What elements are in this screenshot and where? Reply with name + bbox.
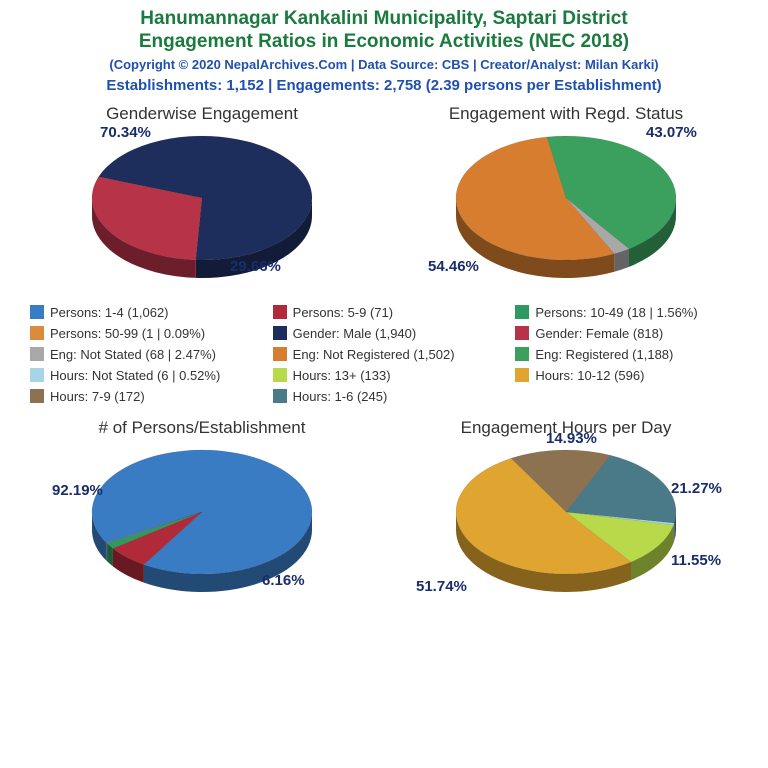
legend-item: Hours: Not Stated (6 | 0.52%) xyxy=(30,368,253,383)
legend-item: Persons: 50-99 (1 | 0.09%) xyxy=(30,326,253,341)
chart-hours-pie: 14.93%21.27%11.55%51.74% xyxy=(446,442,686,607)
pie-svg xyxy=(446,442,686,602)
pie-label: 92.19% xyxy=(52,482,103,499)
pie-label: 51.74% xyxy=(416,578,467,595)
pie-label: 29.66% xyxy=(230,258,281,275)
legend-item: Persons: 5-9 (71) xyxy=(273,305,496,320)
legend-swatch xyxy=(515,368,529,382)
chart-persons: # of Persons/Establishment 92.19%6.16% xyxy=(20,418,384,607)
pie-svg xyxy=(446,128,686,288)
pie-label: 70.34% xyxy=(100,124,151,141)
chart-gender-title: Genderwise Engagement xyxy=(20,104,384,124)
legend-swatch xyxy=(30,305,44,319)
legend-swatch xyxy=(515,326,529,340)
legend-item: Gender: Male (1,940) xyxy=(273,326,496,341)
legend-text: Gender: Female (818) xyxy=(535,326,663,341)
legend-swatch xyxy=(273,347,287,361)
pie-label: 11.55% xyxy=(671,552,721,569)
legend-swatch xyxy=(30,347,44,361)
legend-text: Eng: Registered (1,188) xyxy=(535,347,673,362)
stats-line: Establishments: 1,152 | Engagements: 2,7… xyxy=(10,77,758,94)
subtitle: (Copyright © 2020 NepalArchives.Com | Da… xyxy=(10,57,758,72)
legend-text: Persons: 10-49 (18 | 1.56%) xyxy=(535,305,697,320)
chart-hours: Engagement Hours per Day 14.93%21.27%11.… xyxy=(384,418,748,607)
legend-text: Eng: Not Registered (1,502) xyxy=(293,347,455,362)
legend-text: Hours: 10-12 (596) xyxy=(535,368,644,383)
legend-swatch xyxy=(273,389,287,403)
pie-label: 21.27% xyxy=(671,480,722,497)
legend-item: Hours: 13+ (133) xyxy=(273,368,496,383)
legend-text: Persons: 1-4 (1,062) xyxy=(50,305,169,320)
legend: Persons: 1-4 (1,062) Persons: 5-9 (71) Per… xyxy=(0,293,768,412)
title-line-1: Hanumannagar Kankalini Municipality, Sap… xyxy=(10,8,758,31)
legend-item: Hours: 1-6 (245) xyxy=(273,389,496,404)
charts-row-bottom: # of Persons/Establishment 92.19%6.16% E… xyxy=(0,412,768,607)
chart-gender: Genderwise Engagement 70.34%29.66% xyxy=(20,104,384,293)
chart-regd-pie: 43.07%54.46% xyxy=(446,128,686,293)
legend-text: Hours: Not Stated (6 | 0.52%) xyxy=(50,368,220,383)
legend-text: Persons: 5-9 (71) xyxy=(293,305,393,320)
legend-item: Eng: Not Stated (68 | 2.47%) xyxy=(30,347,253,362)
legend-swatch xyxy=(515,305,529,319)
legend-swatch xyxy=(273,368,287,382)
pie-label: 54.46% xyxy=(428,258,479,275)
legend-item: Hours: 10-12 (596) xyxy=(515,368,738,383)
title-line-2: Engagement Ratios in Economic Activities… xyxy=(10,31,758,54)
chart-gender-pie: 70.34%29.66% xyxy=(82,128,322,293)
pie-label: 6.16% xyxy=(262,572,305,589)
legend-item: Persons: 10-49 (18 | 1.56%) xyxy=(515,305,738,320)
legend-swatch xyxy=(273,305,287,319)
legend-item: Gender: Female (818) xyxy=(515,326,738,341)
legend-text: Hours: 1-6 (245) xyxy=(293,389,388,404)
legend-text: Hours: 13+ (133) xyxy=(293,368,391,383)
legend-swatch xyxy=(30,389,44,403)
pie-label: 43.07% xyxy=(646,124,697,141)
legend-swatch xyxy=(30,326,44,340)
pie-label: 14.93% xyxy=(546,430,597,447)
chart-persons-pie: 92.19%6.16% xyxy=(82,442,322,607)
legend-text: Persons: 50-99 (1 | 0.09%) xyxy=(50,326,205,341)
legend-swatch xyxy=(515,347,529,361)
pie-svg xyxy=(82,128,322,288)
legend-text: Gender: Male (1,940) xyxy=(293,326,417,341)
header: Hanumannagar Kankalini Municipality, Sap… xyxy=(0,0,768,98)
legend-item: Hours: 7-9 (172) xyxy=(30,389,253,404)
legend-text: Hours: 7-9 (172) xyxy=(50,389,145,404)
legend-item: Eng: Not Registered (1,502) xyxy=(273,347,496,362)
legend-item: Persons: 1-4 (1,062) xyxy=(30,305,253,320)
chart-regd-title: Engagement with Regd. Status xyxy=(384,104,748,124)
chart-persons-title: # of Persons/Establishment xyxy=(20,418,384,438)
charts-row-top: Genderwise Engagement 70.34%29.66% Engag… xyxy=(0,98,768,293)
chart-regd: Engagement with Regd. Status 43.07%54.46… xyxy=(384,104,748,293)
legend-text: Eng: Not Stated (68 | 2.47%) xyxy=(50,347,216,362)
legend-swatch xyxy=(30,368,44,382)
legend-swatch xyxy=(273,326,287,340)
legend-item: Eng: Registered (1,188) xyxy=(515,347,738,362)
